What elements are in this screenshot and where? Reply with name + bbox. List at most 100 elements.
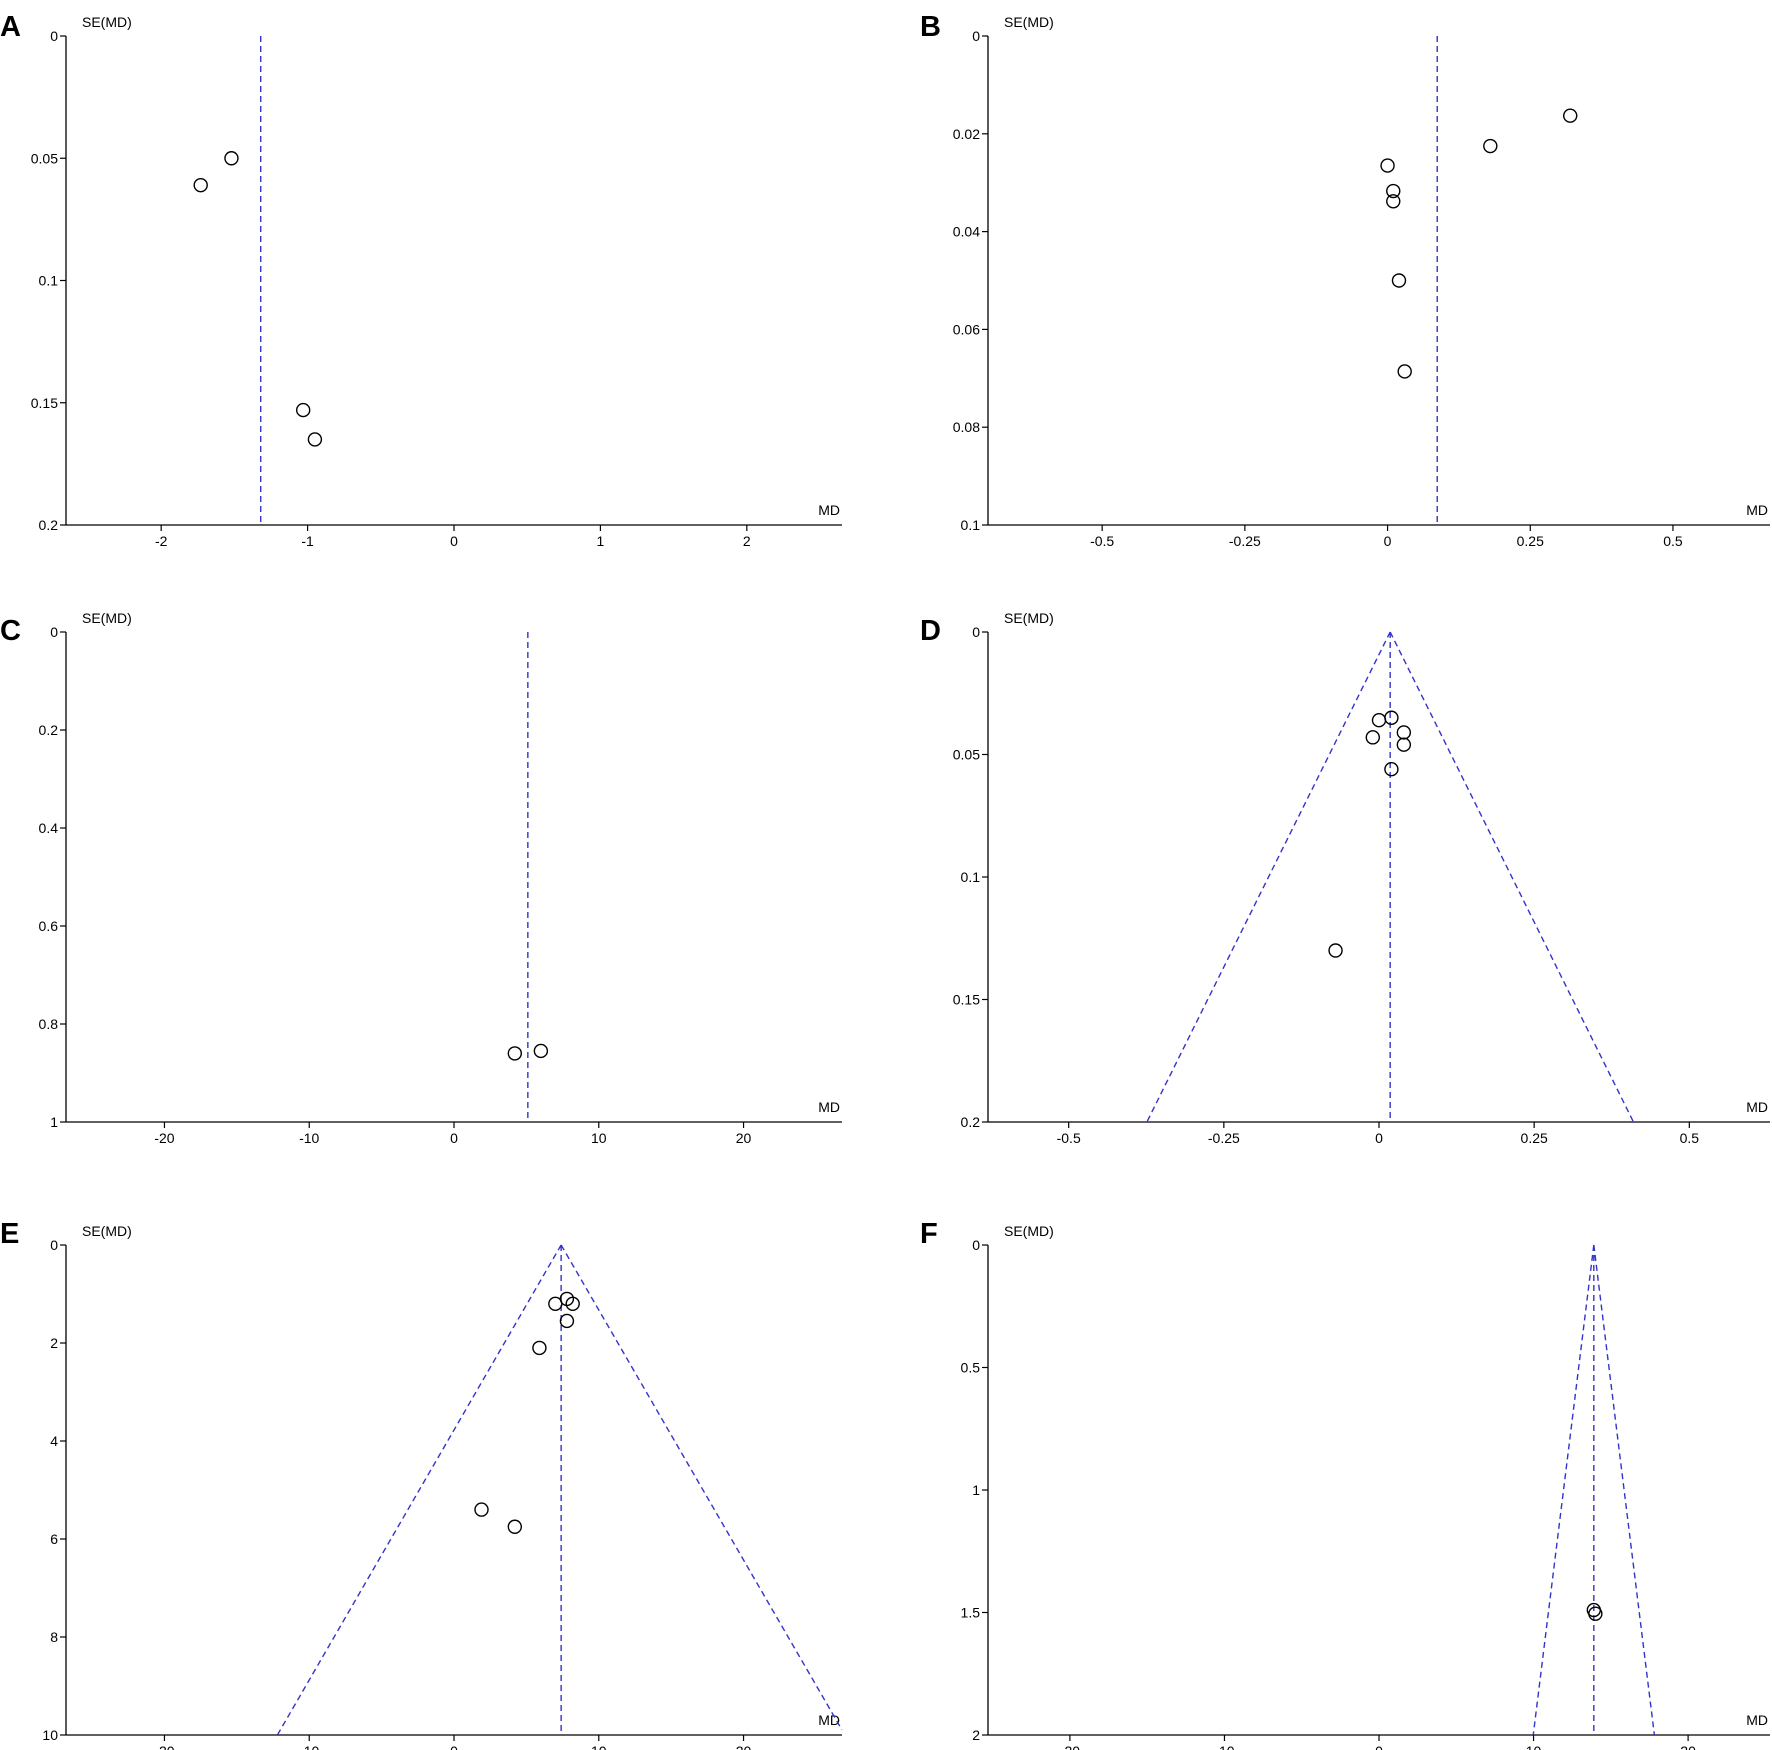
y-tick-label: 1 [972,1482,980,1498]
x-tick-label: 0.5 [1663,533,1683,549]
y-tick-label: 0.6 [39,918,59,934]
study-point [507,1519,523,1534]
x-axis-title: MD [1746,1712,1768,1728]
x-tick-label: -0.5 [1090,533,1114,549]
x-axis-title: MD [1746,502,1768,518]
x-tick-label: 10 [591,1743,607,1750]
y-tick-label: 0 [50,1237,58,1253]
x-tick-label: 20 [736,1743,752,1750]
y-axis-title: SE(MD) [82,610,132,626]
y-tick-label: 1 [50,1114,58,1130]
study-point [1386,183,1401,199]
y-tick-label: 4 [50,1433,58,1449]
y-tick-label: 0.2 [39,722,59,738]
study-point [1563,108,1578,123]
y-tick-label: 1.5 [961,1605,981,1621]
x-tick-label: 0 [450,1743,458,1750]
panel-letter: A [0,11,21,43]
y-axis-title: SE(MD) [1004,610,1054,626]
y-tick-label: 0.8 [39,1016,59,1032]
study-point [1588,1606,1603,1621]
study-point [1384,710,1399,725]
study-point [1396,725,1412,740]
x-tick-label: 0.5 [1680,1130,1700,1146]
y-tick-label: 10 [42,1727,58,1743]
y-tick-label: 0.15 [953,992,980,1008]
y-tick-label: 0.2 [961,1114,981,1130]
x-tick-label: 0 [450,1130,458,1146]
x-tick-label: 10 [1526,1743,1542,1750]
study-point [1397,364,1412,379]
y-tick-label: 0 [972,624,980,640]
y-tick-label: 0.05 [31,150,58,166]
funnel-left-limit [276,1244,562,1736]
study-point [1365,730,1380,745]
y-tick-label: 0.2 [39,517,59,533]
study-point [533,1043,549,1059]
y-tick-label: 0.15 [31,395,58,411]
y-tick-label: 0.5 [961,1360,981,1376]
x-axis-title: MD [818,1099,840,1115]
y-tick-label: 2 [972,1727,980,1743]
panel-d: D SE(MD) MD 0 0.05 0.1 0.15 0.2 -0.5 -0.25 0 0.25 0.… [920,610,1770,1146]
x-tick-label: 0 [1384,533,1392,549]
x-tick-label: -10 [1214,1743,1234,1750]
y-tick-label: 0.08 [953,419,980,435]
y-tick-label: 2 [50,1335,58,1351]
x-tick-label: -10 [299,1743,319,1750]
funnel-right-limit [1389,631,1635,1123]
study-point [1386,194,1401,209]
panel-e: E SE(MD) MD 0 2 4 6 8 10 -20 -10 0 10 20 [0,1218,843,1750]
study-point [295,402,311,418]
y-tick-label: 0.1 [39,273,59,289]
study-point [1328,943,1343,958]
panel-b: B SE(MD) MD 0 0.02 0.04 0.06 0.08 0.1 -0.5 -0.25 0 0… [920,11,1770,549]
study-point [1391,273,1407,288]
x-tick-label: -0.25 [1229,533,1261,549]
funnel-right-limit [1593,1244,1656,1736]
x-tick-label: -2 [155,533,168,549]
y-axis-title: SE(MD) [1004,14,1054,30]
y-tick-label: 6 [50,1531,58,1547]
y-axis-title: SE(MD) [82,14,132,30]
x-tick-label: 0 [1375,1130,1383,1146]
y-tick-label: 0 [50,28,58,44]
x-axis-title: MD [1746,1099,1768,1115]
y-tick-label: 0 [972,1237,980,1253]
study-point [1384,762,1399,777]
y-tick-label: 0.1 [961,517,981,533]
y-axis-title: SE(MD) [1004,1223,1054,1239]
y-tick-label: 0.04 [953,224,980,240]
study-point [532,1340,547,1356]
x-axis-title: MD [818,502,840,518]
study-point [474,1502,489,1517]
panel-letter: C [0,615,21,647]
funnel-right-limit [560,1244,843,1731]
panel-c: C SE(MD) MD 0 0.2 0.4 0.6 0.8 1 -20 -10 0 10 20 [0,610,842,1146]
y-tick-label: 0.1 [961,869,981,885]
panel-f: F SE(MD) MD 0 0.5 1 1.5 2 -20 -10 0 10 20 [920,1218,1770,1750]
y-tick-label: 0.4 [39,820,59,836]
y-tick-label: 0.06 [953,321,980,337]
x-tick-label: 1 [597,533,605,549]
panel-letter: E [0,1218,19,1250]
study-point [559,1313,575,1329]
x-tick-label: -0.5 [1057,1130,1081,1146]
panel-letter: B [920,11,941,43]
study-point [193,177,208,193]
x-tick-label: -10 [299,1130,319,1146]
x-tick-label: 20 [1680,1743,1696,1750]
study-point [1396,737,1412,752]
x-tick-label: -1 [301,533,314,549]
x-tick-label: 10 [591,1130,607,1146]
study-point [507,1046,523,1061]
y-tick-label: 0 [972,28,980,44]
x-axis-title: MD [818,1712,840,1728]
x-tick-label: 0.25 [1517,533,1544,549]
y-axis-title: SE(MD) [82,1223,132,1239]
study-point [1380,158,1395,173]
funnel-left-limit [1146,631,1391,1123]
x-tick-label: -20 [154,1743,174,1750]
x-tick-label: 0 [1375,1743,1383,1750]
